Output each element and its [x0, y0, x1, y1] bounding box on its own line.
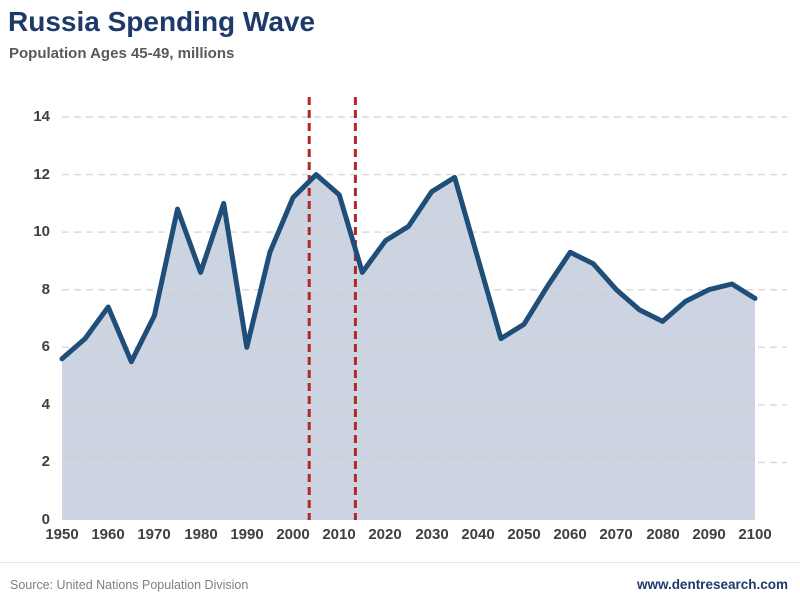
y-tick-label: 14 — [33, 108, 50, 125]
x-tick-label: 2090 — [692, 526, 726, 543]
x-tick-label: 2050 — [507, 526, 541, 543]
y-tick-label: 6 — [41, 338, 50, 355]
website-link[interactable]: www.dentresearch.com — [636, 577, 788, 592]
source-text: Source: United Nations Population Divisi… — [10, 578, 249, 592]
x-tick-label: 2040 — [461, 526, 495, 543]
y-tick-label: 8 — [41, 281, 50, 298]
area-fill — [62, 174, 755, 520]
x-tick-label: 2010 — [322, 526, 356, 543]
footer-divider — [0, 562, 800, 563]
x-tick-label: 1950 — [45, 526, 79, 543]
x-tick-label: 2030 — [415, 526, 449, 543]
x-tick-label: 2060 — [553, 526, 587, 543]
x-tick-label: 1980 — [184, 526, 218, 543]
y-tick-label: 2 — [41, 453, 50, 470]
chart-title: Russia Spending Wave — [8, 6, 316, 37]
x-tick-label: 2020 — [368, 526, 402, 543]
x-tick-label: 2080 — [646, 526, 680, 543]
x-tick-label: 1960 — [91, 526, 125, 543]
y-tick-label: 4 — [41, 396, 50, 413]
series-line — [59, 172, 758, 365]
x-tick-label: 2000 — [276, 526, 310, 543]
y-tick-label: 10 — [33, 223, 50, 240]
x-tick-label: 1990 — [230, 526, 264, 543]
y-tick-label: 0 — [41, 511, 50, 528]
x-tick-label: 2070 — [599, 526, 633, 543]
x-tick-label: 1970 — [137, 526, 171, 543]
chart-subtitle: Population Ages 45-49, millions — [9, 45, 235, 62]
x-tick-label: 2100 — [738, 526, 772, 543]
y-tick-label: 12 — [33, 166, 50, 183]
